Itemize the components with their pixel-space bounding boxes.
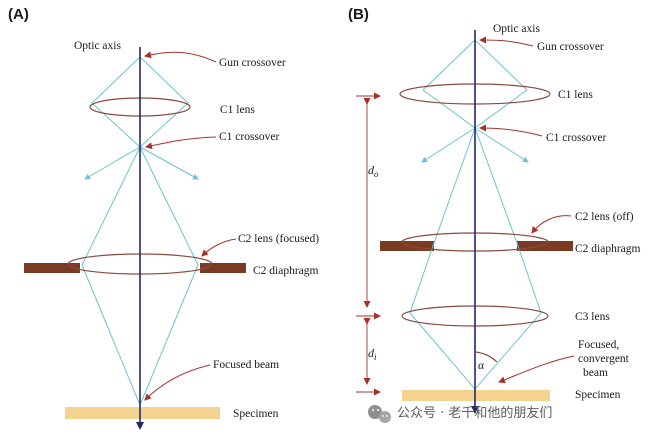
c1-crossover-label-a: C1 crossover (219, 131, 280, 143)
pointer-arrow-gun-crossover-a (144, 51, 217, 63)
gun-crossover-label-a: Gun crossover (219, 57, 286, 69)
panel-a-label: (A) (8, 6, 29, 23)
alpha-label: α (478, 360, 484, 372)
c2-diaphragm-label-a: C2 diaphragm (253, 265, 319, 277)
specimen-label-a: Specimen (233, 408, 279, 420)
c3-lens-label-b: C3 lens (575, 311, 610, 323)
c2-diaphragm-label-b: C2 diaphragm (575, 243, 641, 255)
gun-crossover-label-b: Gun crossover (537, 41, 604, 53)
panel-a: (A) Optic axis Gun crossover C1 lens C1 … (8, 6, 319, 430)
pointer-arrow-gun-crossover-b (479, 36, 534, 47)
focused-convergent-label-2: convergent (578, 353, 630, 365)
c2-diaphragm-right-b (517, 241, 573, 251)
specimen-label-b: Specimen (575, 389, 621, 401)
watermark: 公众号 · 老千和他的朋友们 (368, 405, 552, 423)
pointer-arrows-b (479, 36, 575, 384)
watermark-text: 公众号 · 老千和他的朋友们 (397, 405, 552, 421)
wechat-icon (368, 405, 391, 423)
panel-b-label: (B) (348, 6, 369, 23)
alpha-arc (474, 351, 498, 363)
pointer-arrow-c2-lens-a (201, 238, 237, 257)
pointer-arrow-convergent-beam-b (498, 355, 575, 384)
pointer-arrow-c1-crossover-b (479, 124, 543, 137)
c1-crossover-label-b: C1 crossover (546, 132, 607, 144)
optic-axis-label-a: Optic axis (74, 40, 121, 52)
specimen-b (402, 390, 550, 401)
dimension-lines-b (356, 92, 381, 396)
pointer-arrow-focused-beam-a (144, 364, 211, 401)
panel-b: (B) α (348, 6, 641, 414)
beam-rays-b (409, 39, 542, 390)
pointer-arrows-a (144, 51, 237, 401)
focused-convergent-label-3: beam (583, 367, 608, 379)
c2-lens-label-a: C2 lens (focused) (238, 233, 319, 245)
beam-rays-a (81, 56, 199, 406)
c1-lens-label-a: C1 lens (220, 104, 255, 116)
di-label: di (368, 346, 377, 362)
c2-diaphragm-left-b (380, 241, 434, 251)
pointer-arrow-c1-crossover-a (145, 136, 217, 150)
c1-lens-label-b: C1 lens (558, 89, 593, 101)
focused-convergent-label-1: Focused, (578, 339, 619, 351)
do-label: do (368, 163, 379, 179)
optic-axis-label-b: Optic axis (493, 23, 540, 35)
specimen-a (65, 407, 220, 419)
pointer-arrow-c2-lens-b (531, 215, 572, 234)
c2-diaphragm-left-a (24, 263, 80, 273)
focused-beam-label-a: Focused beam (213, 359, 279, 371)
c2-lens-label-b: C2 lens (off) (575, 211, 634, 223)
c2-diaphragm-right-a (200, 263, 246, 273)
